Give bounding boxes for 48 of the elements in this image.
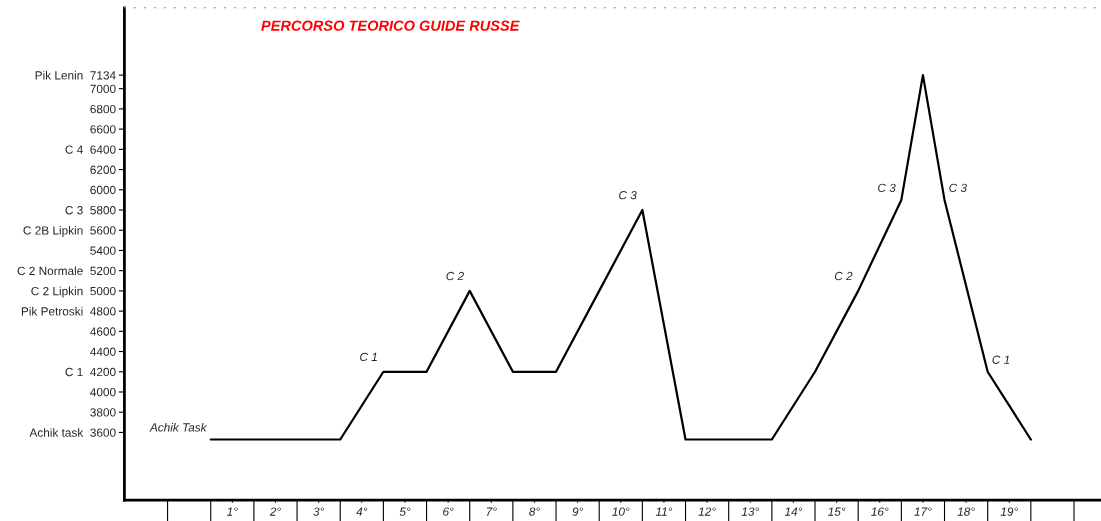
y-tick-label: Pik Petroski 4800 — [21, 306, 116, 316]
x-tick-label: 12° — [698, 507, 716, 516]
x-tick-label: 17° — [914, 507, 932, 516]
annotation: C 2 — [446, 271, 464, 281]
y-tick-label: 4000 — [90, 388, 116, 397]
y-tick-label: C 1 4200 — [65, 367, 116, 377]
x-tick-label: 14° — [784, 507, 803, 516]
y-tick-label: 6000 — [90, 185, 116, 195]
x-tick-label: 11° — [655, 507, 673, 516]
x-tick-label: 9° — [572, 507, 583, 516]
y-tick-label: C 2 Lipkin 5000 — [31, 286, 116, 298]
y-tick-label: C 2B Lipkin 5600 — [23, 225, 116, 237]
y-tick-label: Pik Lenin 7134 — [35, 70, 116, 80]
annotation: C 2 — [834, 271, 853, 281]
annotation: C 3 — [878, 183, 896, 193]
y-tick-label: C 3 5800 — [65, 206, 116, 215]
x-tick-label: 5° — [399, 507, 411, 516]
x-tick-label: 15° — [827, 507, 846, 516]
x-tick-label: 2° — [269, 507, 281, 516]
line-series — [209, 74, 1032, 441]
y-tick-label: 4600 — [90, 327, 116, 336]
text: PERCORSO TEORICO GUIDE RUSSE — [261, 20, 520, 31]
y-tick-label: 6800 — [90, 104, 116, 114]
y-tick-label: 6200 — [90, 165, 116, 174]
x-tick-label: 18° — [957, 507, 975, 516]
x-tick-label: 10° — [612, 507, 630, 516]
y-tick-label: 7000 — [90, 84, 116, 94]
x-tick-label: 4° — [356, 507, 368, 516]
y-tick-label: 4400 — [90, 347, 116, 356]
y-tick-label: 5400 — [90, 246, 116, 255]
x-tick-label: 8° — [529, 507, 540, 516]
y-tick-label: Achik task 3600 — [29, 428, 116, 437]
annotation: C 3 — [619, 190, 637, 200]
annotation: C 1 — [992, 355, 1010, 364]
x-tick-label: 16° — [871, 507, 889, 516]
y-tick-label: C 4 6400 — [65, 145, 116, 154]
y-tick-label: 6600 — [90, 125, 116, 134]
x-tick-label: 3° — [313, 507, 325, 516]
y-tick-label: C 2 Normale 5200 — [17, 266, 116, 276]
annotation: C 1 — [360, 352, 377, 362]
x-tick-label: 7° — [486, 507, 497, 516]
x-tick-label: 13° — [741, 507, 759, 516]
x-tick-label: 1° — [226, 507, 238, 516]
y-tick-label: 3800 — [90, 408, 116, 417]
annotation: C 3 — [949, 183, 967, 193]
x-tick-label: 6° — [443, 507, 454, 516]
x-tick-label: 19° — [1000, 507, 1018, 516]
annotation: Achik Task — [149, 422, 208, 432]
